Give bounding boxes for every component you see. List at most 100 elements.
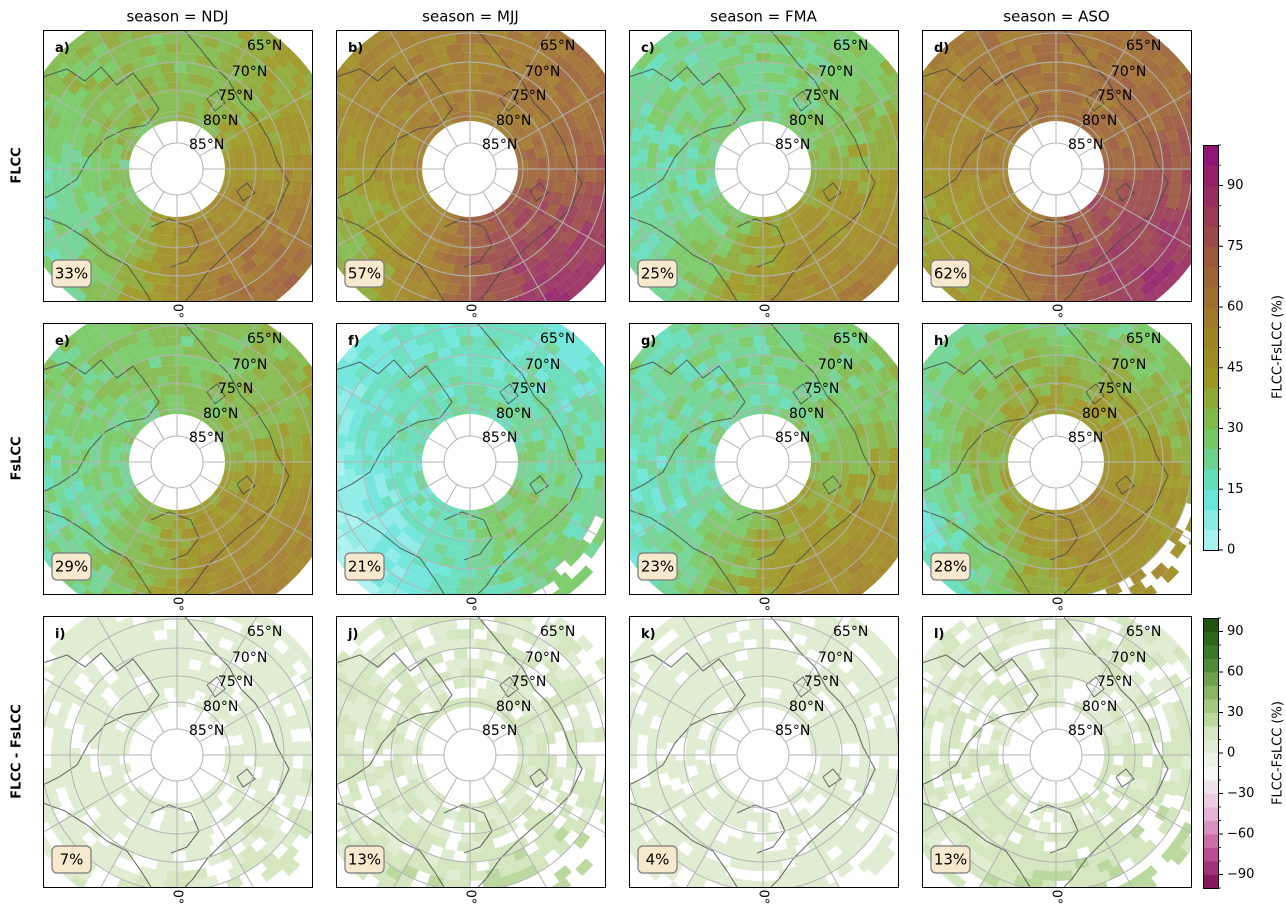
grid-cell <box>825 88 843 105</box>
grid-cell <box>322 447 332 463</box>
grid-cell <box>555 203 570 220</box>
grid-cell <box>543 568 561 585</box>
grid-cell <box>445 222 459 236</box>
grid-cell <box>688 531 705 547</box>
grid-cell <box>1052 265 1066 276</box>
meridian-line <box>100 484 165 594</box>
grid-cell <box>975 270 993 287</box>
grid-cell <box>791 46 808 61</box>
grid-cell <box>91 184 105 199</box>
grid-cell <box>737 545 752 558</box>
grid-cell <box>543 364 561 382</box>
grid-cell <box>51 467 63 483</box>
meridian-line <box>1068 30 1137 147</box>
grid-cell <box>925 72 943 91</box>
grid-cell <box>404 182 417 196</box>
latitude-label: 80°N <box>789 406 824 422</box>
grid-cell <box>996 237 1013 253</box>
grid-cell <box>49 346 67 365</box>
meridian-line <box>785 181 898 248</box>
grid-cell <box>765 284 781 295</box>
grid-cell <box>502 537 519 552</box>
grid-cell <box>466 519 479 530</box>
grid-cell <box>908 403 922 421</box>
grid-cell <box>290 434 303 450</box>
grid-cell <box>700 191 715 206</box>
grid-cell <box>369 360 387 378</box>
grid-cell <box>228 511 244 527</box>
grid-cell <box>565 38 584 57</box>
coastline <box>336 359 453 493</box>
grid-cell <box>745 527 758 540</box>
grid-cell <box>228 430 242 444</box>
grid-cell <box>278 382 295 400</box>
grid-cell <box>431 572 448 586</box>
grid-cell <box>187 30 203 36</box>
grid-cell <box>534 179 547 193</box>
grid-cell <box>995 292 1013 301</box>
grid-cell <box>1161 169 1173 184</box>
grid-cell <box>1004 275 1022 290</box>
grid-cell <box>243 462 255 474</box>
grid-cell <box>416 545 433 561</box>
grid-cell <box>535 200 550 216</box>
grid-cell <box>1127 224 1143 242</box>
grid-cell <box>1151 38 1170 57</box>
grid-cell <box>1078 368 1094 382</box>
grid-cell <box>92 42 110 59</box>
grid-cell <box>776 326 792 339</box>
grid-cell <box>319 382 335 400</box>
grid-cell <box>563 371 581 389</box>
grid-cell <box>440 261 456 275</box>
grid-cell <box>1102 421 1116 436</box>
grid-cell <box>826 258 844 275</box>
grid-cell <box>24 196 37 213</box>
grid-cell <box>416 229 432 245</box>
grid-cell <box>810 301 828 316</box>
grid-cell <box>116 585 134 594</box>
grid-cell <box>474 527 488 540</box>
grid-cell <box>135 36 152 50</box>
grid-cell <box>466 226 479 237</box>
grid-cell <box>959 208 974 226</box>
grid-cell <box>220 238 236 254</box>
grid-cell <box>518 289 537 301</box>
grid-cell <box>689 286 708 301</box>
grid-cell <box>1151 51 1169 70</box>
grid-cell <box>470 326 485 337</box>
grid-cell <box>86 219 102 236</box>
grid-cell <box>584 366 602 384</box>
grid-cell <box>771 355 787 368</box>
grid-cell <box>1125 403 1141 419</box>
grid-cell <box>363 59 381 77</box>
grid-cell <box>538 212 554 229</box>
grid-cell <box>312 462 323 477</box>
grid-cell <box>647 434 660 450</box>
grid-cell <box>43 84 56 103</box>
grid-cell <box>188 73 203 86</box>
grid-cell <box>769 606 785 617</box>
grid-cell <box>1155 103 1171 120</box>
grid-cell <box>868 48 887 67</box>
grid-cell <box>589 392 605 410</box>
grid-cell <box>286 394 302 412</box>
grid-cell <box>1129 71 1147 89</box>
grid-cell <box>224 594 242 609</box>
grid-cell <box>199 368 215 382</box>
grid-cell <box>268 522 285 540</box>
grid-cell <box>59 381 76 399</box>
grid-cell <box>536 157 548 170</box>
grid-cell <box>118 355 136 370</box>
grid-cell <box>829 157 841 170</box>
grid-cell <box>120 401 136 417</box>
grid-cell <box>209 244 226 259</box>
panel-frame <box>336 30 606 302</box>
grid-cell <box>1119 539 1136 556</box>
grid-cell <box>51 440 63 456</box>
grid-cell <box>1138 533 1156 551</box>
grid-cell <box>962 191 976 207</box>
grid-cell <box>189 585 206 594</box>
grid-cell <box>379 512 395 529</box>
grid-cell <box>582 87 599 105</box>
grid-cell <box>694 570 712 587</box>
